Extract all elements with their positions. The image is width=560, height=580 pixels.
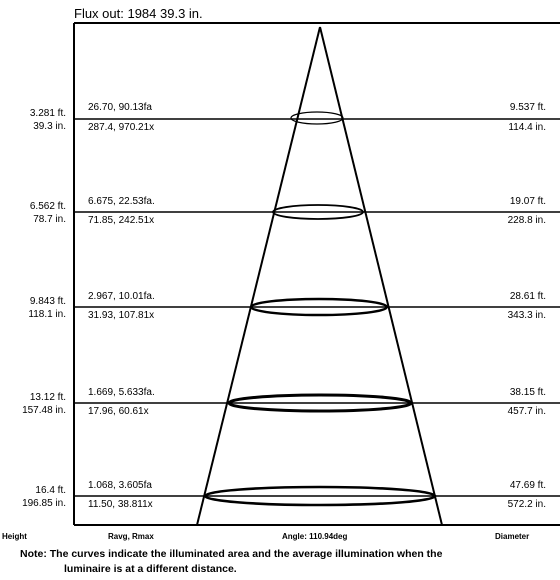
ravg-4: 1.669, 5.633fa. (88, 387, 155, 398)
beam-ellipse-5 (203, 485, 437, 507)
height-in-3: 118.1 in. (28, 309, 66, 320)
height-in-2: 78.7 in. (33, 214, 66, 225)
diagram-title: Flux out: 1984 39.3 in. (74, 6, 203, 21)
diameter-ft-3: 28.61 ft. (509, 291, 546, 302)
cone-left-edge (196, 26, 321, 526)
height-in-1: 39.3 in. (33, 121, 66, 132)
diameter-column-label: Diameter (495, 532, 530, 541)
diameter-in-3: 343.3 in. (507, 310, 546, 321)
ravg-1: 26.70, 90.13fa (88, 102, 152, 113)
height-in-4: 157.48 in. (22, 405, 66, 416)
diameter-ft-5: 47.69 ft. (509, 480, 546, 491)
diameter-ft-1: 9.537 ft. (509, 102, 546, 113)
diameter-ft-4: 38.15 ft. (509, 387, 546, 398)
beam-ellipse-4 (227, 393, 413, 413)
rmax-2: 71.85, 242.51x (88, 215, 155, 226)
rmax-1: 287.4, 970.21x (88, 122, 155, 133)
note-line-1: Note: The curves indicate the illuminate… (20, 548, 443, 560)
diameter-ft-2: 19.07 ft. (509, 196, 546, 207)
note-line-2: luminaire is at a different distance. (64, 563, 237, 575)
ravg-3: 2.967, 10.01fa. (88, 291, 155, 302)
ravg-5: 1.068, 3.605fa (88, 480, 152, 491)
height-ft-4: 13.12 ft. (29, 392, 66, 403)
diameter-in-1: 114.4 in. (508, 122, 546, 133)
height-ft-1: 3.281 ft. (29, 108, 66, 119)
height-ft-5: 16.4 ft. (35, 485, 66, 496)
beam-ellipse-1 (290, 111, 344, 125)
height-column-label: Height (2, 532, 27, 541)
rmax-4: 17.96, 60.61x (88, 406, 149, 417)
beam-ellipse-2 (272, 204, 364, 220)
height-ft-3: 9.843 ft. (29, 296, 66, 307)
rmax-5: 11.50, 38.811x (88, 499, 153, 510)
diameter-in-5: 572.2 in. (507, 499, 546, 510)
height-ft-2: 6.562 ft. (29, 201, 66, 212)
beam-angle-label: Angle: 110.94deg (282, 532, 348, 541)
beam-ellipse-3 (249, 297, 389, 317)
diameter-in-4: 457.7 in. (507, 406, 546, 417)
diameter-in-2: 228.8 in. (507, 215, 546, 226)
ravg-2: 6.675, 22.53fa. (88, 196, 155, 207)
height-in-5: 196.85 in. (22, 498, 66, 509)
diagram-note: Note: The curves indicate the illuminate… (20, 547, 560, 577)
rmax-3: 31.93, 107.81x (88, 310, 155, 321)
cone-right-edge (319, 26, 443, 526)
ravg-rmax-column-label: Ravg, Rmax (108, 532, 154, 541)
